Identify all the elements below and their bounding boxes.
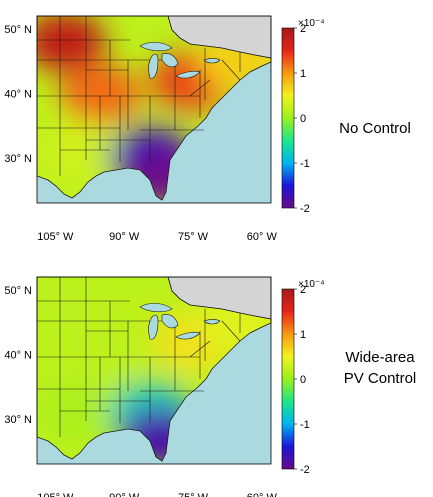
colorbar: 2 1 0 -1 -2 ×10⁻⁴ (281, 279, 325, 476)
map-outline (36, 276, 272, 465)
colorbar-gradient (281, 288, 295, 470)
great-lake (148, 53, 159, 79)
colorbar-tick-label: -1 (300, 158, 310, 170)
great-lake (203, 319, 221, 325)
great-lake (161, 53, 179, 68)
y-tick-label: 40° N (4, 349, 32, 361)
y-axis: 50° N 40° N 30° N (4, 285, 32, 426)
colorbar-tick-label: 1 (300, 329, 306, 341)
great-lake (203, 58, 221, 64)
colorbar-tick-label: -2 (300, 464, 310, 476)
colorbar-exponent: ×10⁻⁴ (298, 18, 325, 29)
heat-region-central-plains (59, 324, 144, 385)
map-panel-no-control: 50° N 40° N 30° N 105° W 90° W 75° W 60° W 2 1… (4, 15, 411, 243)
state-border (189, 340, 211, 358)
colorbar-tick-label: 2 (300, 23, 306, 35)
great-lake (139, 42, 173, 52)
x-tick-label: 105° W (37, 231, 74, 243)
x-tick-label: 75° W (178, 231, 209, 243)
colorbar-tick-label: 2 (300, 284, 306, 296)
heat-region-southwest (37, 121, 121, 182)
map-frame (36, 276, 272, 465)
panel-label-wide-area-line2: PV Control (344, 370, 417, 387)
x-tick-label: 90° W (109, 492, 140, 497)
heat-region-central-plains (59, 63, 144, 124)
great-lake (139, 303, 173, 313)
y-tick-label: 30° N (4, 153, 32, 165)
great-lake (175, 70, 201, 79)
state-border (189, 79, 211, 97)
colorbar-tick-label: 0 (300, 374, 306, 386)
x-tick-label: 105° W (37, 492, 74, 497)
colorbar-tick-label: 1 (300, 68, 306, 80)
state-borders (36, 15, 272, 201)
colorbar-tick-label: -1 (300, 419, 310, 431)
x-tick-label: 75° W (178, 492, 209, 497)
colorbar-gradient (281, 27, 295, 209)
map-outline (36, 15, 272, 204)
heat-region-northwest (37, 277, 107, 333)
state-borders (36, 276, 272, 462)
x-axis: 105° W 90° W 75° W 60° W (37, 492, 277, 497)
x-tick-label: 60° W (247, 231, 278, 243)
y-tick-label: 50° N (4, 24, 32, 36)
great-lake (175, 331, 201, 340)
colorbar-exponent: ×10⁻⁴ (298, 279, 325, 290)
great-lake (161, 314, 179, 329)
state-border (221, 320, 241, 342)
coastline (36, 15, 272, 201)
map-frame (36, 15, 272, 204)
heat-region-southwest (37, 382, 121, 443)
colorbar: 2 1 0 -1 -2 ×10⁻⁴ (281, 18, 325, 215)
y-tick-label: 30° N (4, 414, 32, 426)
great-lake (148, 314, 159, 340)
y-axis: 50° N 40° N 30° N (4, 24, 32, 165)
x-axis: 105° W 90° W 75° W 60° W (37, 231, 277, 243)
border-lines (36, 15, 272, 201)
panel-label-no-control: No Control (339, 120, 411, 137)
colorbar-tick-label: -2 (300, 203, 310, 215)
border-lines (36, 276, 272, 462)
state-border (221, 59, 241, 81)
map-panel-wide-area-pv-control: 50° N 40° N 30° N 105° W 90° W 75° W 60° W 2 1… (4, 276, 417, 497)
y-tick-label: 50° N (4, 285, 32, 297)
panel-label-wide-area-line1: Wide-area (345, 349, 415, 366)
heat-region-northwest (37, 16, 107, 72)
x-tick-label: 60° W (247, 492, 278, 497)
coastline (36, 276, 272, 462)
x-tick-label: 90° W (109, 231, 140, 243)
colorbar-tick-label: 0 (300, 113, 306, 125)
y-tick-label: 40° N (4, 88, 32, 100)
